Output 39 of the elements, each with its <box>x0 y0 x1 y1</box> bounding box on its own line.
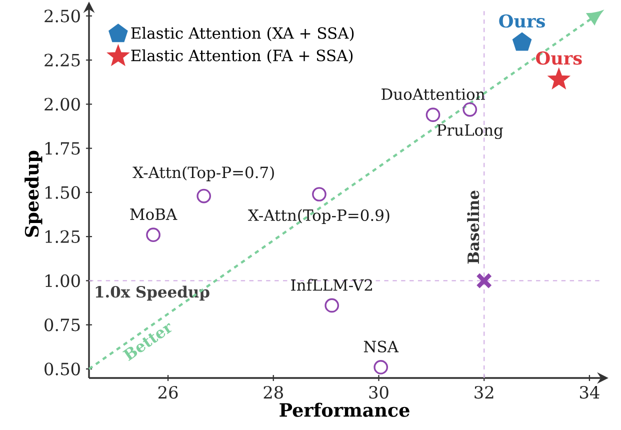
point <box>476 272 492 289</box>
point <box>462 102 478 117</box>
y-tick-label: 0.50 <box>44 362 80 376</box>
legend-label: Elastic Attention (FA + SSA) <box>131 49 353 64</box>
legend-label: Elastic Attention (XA + SSA) <box>131 26 354 42</box>
annotation: PruLong <box>437 124 504 140</box>
annotation: Ours <box>536 51 582 65</box>
y-tick-label: 1.25 <box>46 230 80 243</box>
x-tick-label: 32 <box>474 386 494 399</box>
annotation: MoBA <box>130 208 178 220</box>
x-tick-label: 34 <box>580 386 600 399</box>
annotation: X-Attn(Top-P=0.9) <box>248 209 390 224</box>
y-tick-label: 2.50 <box>44 10 80 22</box>
x-tick-label: 30 <box>369 386 388 399</box>
x-tick-label: 28 <box>264 386 283 399</box>
point <box>374 360 388 374</box>
ref-line-label: 1.0x Speedup <box>96 286 210 301</box>
y-tick-label: 1.75 <box>46 142 80 155</box>
x-tick-label: 26 <box>158 386 178 399</box>
point <box>426 108 440 122</box>
annotation: NSA <box>364 340 399 352</box>
y-tick-label: 2.00 <box>44 98 80 111</box>
annotation: DuoAttention <box>382 88 485 100</box>
y-tick-label: 0.75 <box>44 318 80 332</box>
point <box>512 32 532 51</box>
point <box>146 228 160 242</box>
annotation: InfLLM-V2 <box>291 278 372 291</box>
annotation: X-Attn(Top-P=0.7) <box>132 166 274 182</box>
y-tick-label: 2.25 <box>44 54 80 66</box>
y-tick-label: 1.50 <box>46 186 80 199</box>
x-axis-title: Performance <box>280 402 410 417</box>
annotation: Ours <box>499 14 545 28</box>
point <box>196 188 212 204</box>
point <box>548 68 570 88</box>
point <box>324 298 340 313</box>
point <box>312 187 326 202</box>
y-tick-label: 1.00 <box>46 274 80 288</box>
y-axis-title: Speedup <box>24 150 42 237</box>
ref-line-label: Baseline <box>467 190 480 264</box>
